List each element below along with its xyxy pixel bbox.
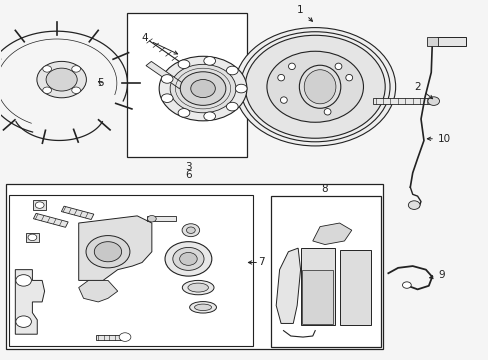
Polygon shape [79, 216, 152, 280]
Ellipse shape [324, 109, 330, 115]
Bar [302, 270, 332, 324]
Circle shape [28, 234, 37, 240]
Bar [339, 250, 370, 325]
Ellipse shape [334, 63, 341, 69]
Text: 10: 10 [427, 134, 450, 144]
Circle shape [244, 35, 385, 138]
Circle shape [234, 28, 395, 146]
Ellipse shape [187, 283, 208, 292]
Circle shape [203, 112, 215, 121]
Ellipse shape [189, 302, 216, 313]
Polygon shape [276, 248, 300, 323]
Text: 2: 2 [413, 82, 432, 99]
Circle shape [72, 87, 81, 94]
Circle shape [170, 64, 236, 113]
Bar [146, 62, 184, 89]
Circle shape [16, 316, 31, 327]
Text: 1: 1 [297, 5, 312, 21]
Bar [96, 334, 122, 339]
Bar [33, 213, 68, 227]
Circle shape [159, 56, 246, 121]
Bar [5, 184, 383, 348]
Circle shape [46, 68, 77, 91]
Ellipse shape [299, 65, 340, 108]
Circle shape [72, 66, 81, 72]
Circle shape [266, 51, 363, 122]
Ellipse shape [194, 304, 211, 311]
Polygon shape [15, 270, 44, 334]
Text: 8: 8 [321, 184, 327, 194]
Bar [271, 196, 380, 347]
Ellipse shape [277, 75, 284, 81]
Ellipse shape [304, 70, 335, 104]
Circle shape [427, 97, 439, 105]
Circle shape [119, 333, 131, 341]
Circle shape [179, 252, 197, 265]
Ellipse shape [280, 97, 286, 103]
Ellipse shape [182, 280, 214, 295]
Circle shape [35, 202, 44, 208]
Circle shape [180, 72, 225, 105]
Bar [372, 98, 429, 104]
Circle shape [402, 282, 410, 288]
Circle shape [164, 242, 211, 276]
Circle shape [226, 66, 238, 75]
Circle shape [190, 80, 215, 98]
Bar [436, 37, 466, 45]
Bar [127, 13, 246, 157]
Bar [147, 216, 176, 221]
Circle shape [94, 242, 122, 262]
Bar [9, 195, 253, 346]
Bar [26, 233, 39, 242]
Circle shape [186, 227, 195, 233]
Circle shape [182, 224, 199, 237]
Circle shape [161, 75, 173, 83]
Circle shape [42, 66, 51, 72]
Circle shape [161, 94, 173, 103]
Circle shape [178, 60, 189, 68]
Text: 9: 9 [429, 270, 445, 280]
Ellipse shape [288, 63, 295, 69]
Polygon shape [312, 223, 351, 244]
Circle shape [235, 84, 246, 93]
Circle shape [172, 247, 203, 270]
Bar [61, 206, 94, 220]
Text: 6: 6 [185, 170, 191, 180]
Text: 7: 7 [258, 257, 264, 267]
Circle shape [178, 109, 189, 117]
Circle shape [37, 62, 86, 98]
Circle shape [226, 102, 238, 111]
Circle shape [203, 57, 215, 65]
Bar [427, 37, 437, 45]
Polygon shape [79, 280, 118, 302]
Circle shape [86, 235, 130, 268]
Bar [33, 201, 46, 210]
Circle shape [407, 201, 419, 210]
Bar [300, 248, 334, 325]
Text: 5: 5 [97, 78, 104, 88]
Circle shape [147, 216, 156, 222]
Text: 4: 4 [141, 33, 177, 54]
Circle shape [42, 87, 51, 94]
Text: 3: 3 [185, 162, 191, 172]
Ellipse shape [345, 75, 352, 81]
Circle shape [16, 275, 31, 286]
